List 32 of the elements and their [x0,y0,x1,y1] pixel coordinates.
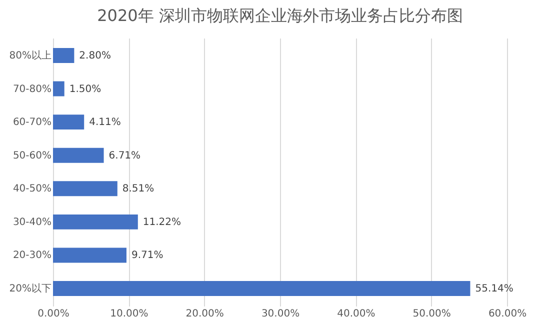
x-tick-label: 30.00% [261,308,300,320]
x-tick-label: 60.00% [488,308,527,320]
y-tick-label: 80%以上 [9,49,52,62]
data-label: 55.14% [475,284,514,295]
y-tick-label: 60-70% [12,117,52,128]
data-label: 9.71% [131,250,164,262]
data-label: 11.22% [142,216,182,228]
x-tick-label: 10.00% [110,308,148,320]
x-tick-label: 40.00% [337,308,376,320]
bar [53,114,84,130]
bar [53,214,138,230]
data-label: 6.71% [108,150,141,162]
y-tick-label: 70-80% [12,84,52,95]
y-tick-label: 20-30% [12,250,52,262]
bar [53,148,104,163]
bar [53,281,470,296]
data-label: 4.11% [89,117,121,128]
y-tick-label: 50-60% [12,150,52,162]
data-label: 2.80% [79,50,111,62]
x-tick-label: 20.00% [186,308,224,320]
bar [53,81,64,96]
bar [53,181,118,196]
bar [53,48,74,63]
y-tick-label: 30-40% [12,216,52,228]
bar [53,248,126,263]
data-label: 1.50% [69,84,102,95]
x-tick-label: 50.00% [412,308,451,320]
chart-title: 2020年 深圳市物联网企业海外市场业务占比分布图 [97,6,463,25]
y-tick-label: 40-50% [12,184,52,195]
y-tick-label: 20%以下 [9,282,52,295]
x-tick-label: 0.00% [38,308,70,320]
data-label: 8.51% [122,184,154,195]
